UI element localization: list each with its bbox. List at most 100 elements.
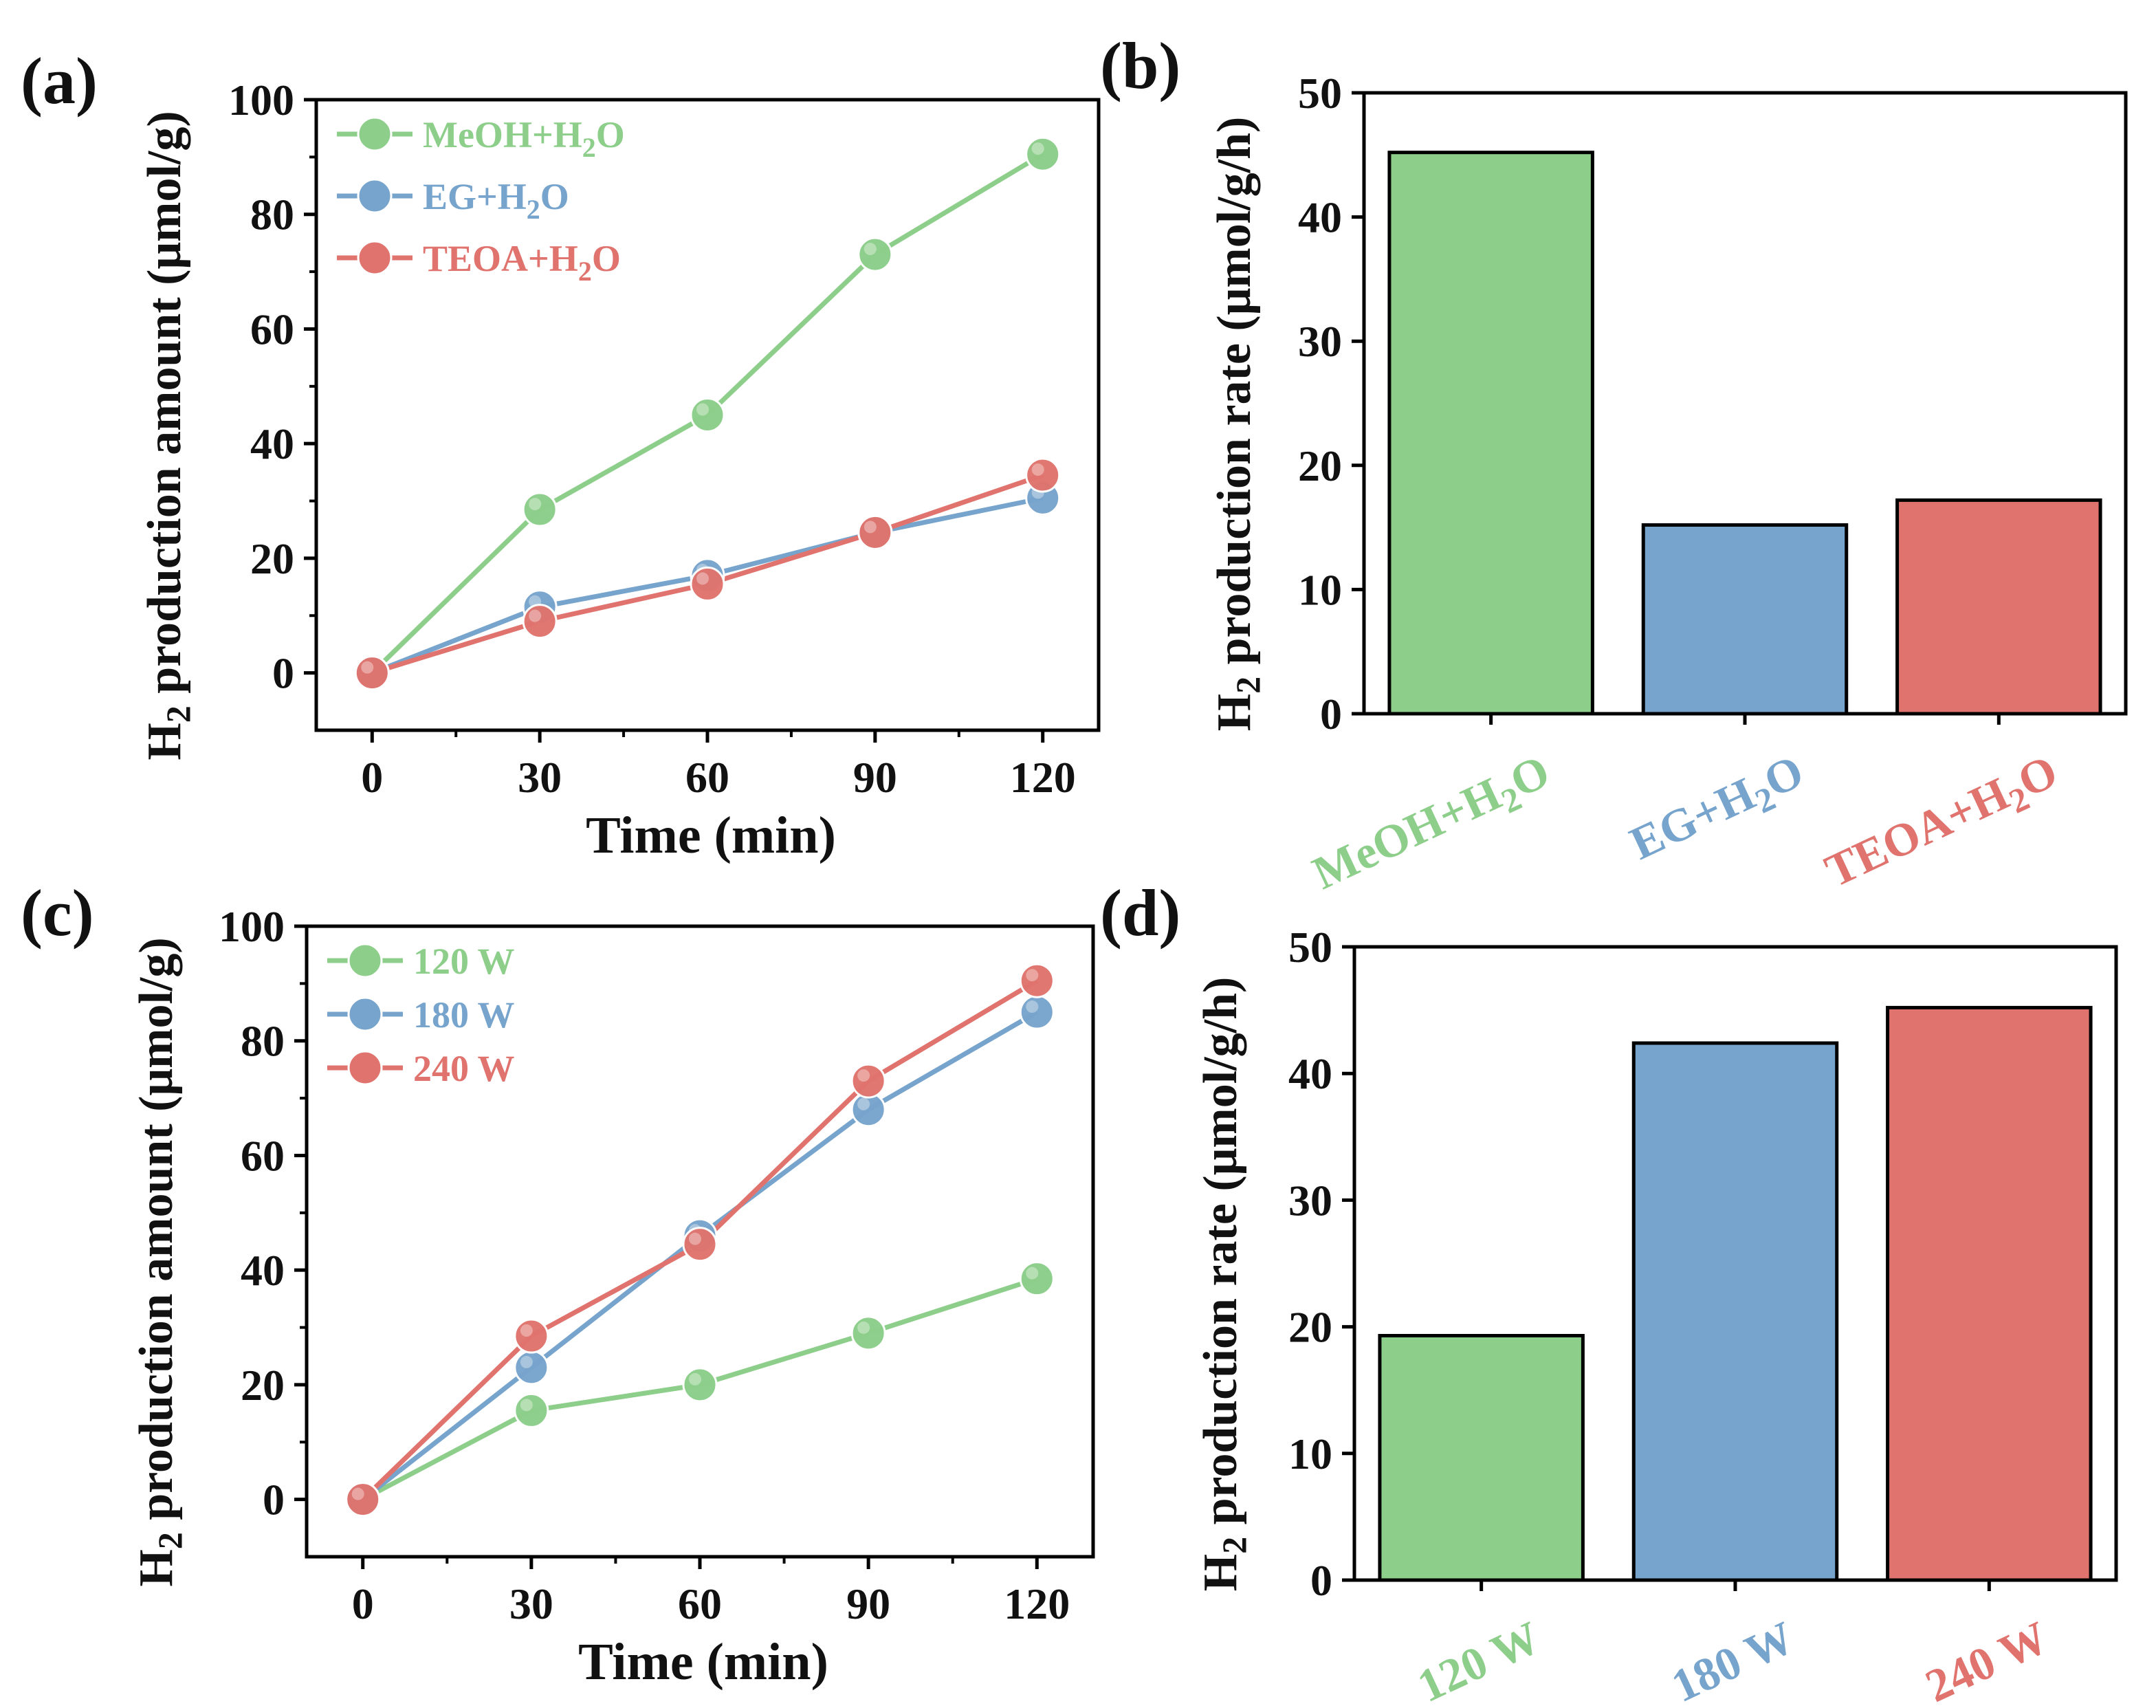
y-tick-label: 40: [241, 1246, 285, 1295]
category-label-main: 240 W: [1917, 1611, 2055, 1708]
category-label: 120 W: [1410, 1611, 1548, 1708]
data-point: [1019, 1261, 1055, 1297]
y-axis-title: H2 production rate (μmol/g/h): [1208, 117, 1267, 732]
data-point: [690, 566, 725, 602]
panel-label-b: (b): [1100, 29, 1180, 102]
legend-label-rest: O: [540, 176, 569, 217]
plot-frame: [1352, 945, 2118, 1582]
data-point-highlight: [696, 572, 709, 585]
data-point: [1019, 963, 1055, 998]
x-tick-label: 30: [509, 1579, 553, 1628]
y-tick-label: 10: [1288, 1430, 1332, 1478]
y-tick-label: 0: [263, 1476, 285, 1524]
y-tick-label: 20: [1288, 1303, 1332, 1352]
y-tick-label: 80: [241, 1017, 285, 1066]
x-tick-label: 90: [853, 753, 897, 802]
x-axis-title: Time (min): [578, 1633, 828, 1691]
data-point-highlight: [689, 1372, 701, 1386]
category-label: 180 W: [1664, 1611, 1801, 1708]
x-tick-label: 0: [352, 1579, 374, 1628]
legend-marker: [347, 996, 383, 1032]
legend-label: EG+H2O: [423, 176, 569, 225]
x-tick-label: 90: [846, 1579, 890, 1628]
data-point-highlight: [520, 1355, 533, 1368]
y-tick-label: 0: [1320, 690, 1342, 738]
data-point-highlight: [1026, 1000, 1039, 1014]
legend-marker: [357, 178, 393, 214]
data-point: [1025, 136, 1061, 172]
y-axis-title-sub: 2: [151, 1532, 189, 1549]
data-point-highlight: [1026, 969, 1039, 982]
data-point-highlight: [857, 1321, 870, 1334]
y-axis-title-main: H: [1208, 694, 1261, 731]
y-axis-title-main: H: [138, 723, 191, 760]
y-axis-title: H2 production amount (μmol/g): [130, 937, 189, 1586]
data-point-highlight: [864, 243, 877, 256]
category-label-main: 180 W: [1664, 1611, 1801, 1708]
data-point-highlight: [529, 609, 542, 622]
plot-frame: [1362, 91, 2128, 716]
y-axis-title-rest: production rate (μmol/g/h): [1208, 117, 1261, 677]
bar: [1641, 523, 1849, 716]
y-tick-label: 20: [250, 534, 294, 583]
x-axis-title: Time (min): [586, 807, 836, 864]
legend-label: MeOH+H2O: [423, 114, 625, 163]
category-label: TEOA+H2O: [1817, 745, 2068, 904]
y-axis-title-main: H: [1194, 1554, 1247, 1591]
y-axis-title: H2 production rate (μmol/g/h): [1194, 977, 1253, 1592]
data-point-highlight: [361, 661, 374, 674]
category-label-main: MeOH+H: [1305, 767, 1509, 899]
legend-label-sub: 2: [527, 194, 540, 225]
y-tick-label: 50: [1288, 923, 1332, 972]
data-point-highlight: [1026, 1267, 1039, 1280]
y-axis-title-sub: 2: [1215, 1537, 1253, 1554]
x-tick-label: 120: [1004, 1579, 1070, 1628]
y-tick-label: 100: [219, 902, 285, 951]
panel-b: (b) 0 10 20 30 40 50 H2 production rate (μmol/g…: [1100, 29, 2128, 906]
legend-label-rest: O: [596, 114, 625, 155]
category-label: MeOH+H2O: [1305, 745, 1560, 906]
y-tick-label: 30: [1298, 317, 1342, 366]
data-point-highlight: [520, 1399, 533, 1412]
legend-label: 240 W: [413, 1048, 515, 1089]
y-axis-title-rest: production amount (μmol/g): [130, 937, 183, 1532]
category-label-main: 120 W: [1410, 1611, 1548, 1708]
legend-marker: [347, 943, 383, 978]
y-axis-title-rest: production rate (μmol/g/h): [1194, 977, 1247, 1537]
legend-label: TEOA+H2O: [423, 238, 621, 287]
legend-label-main: 120 W: [413, 941, 515, 982]
data-point-highlight: [857, 1097, 870, 1110]
y-tick-label: 0: [1310, 1556, 1332, 1605]
data-point-highlight: [1031, 463, 1044, 477]
x-tick-label: 120: [1010, 753, 1076, 802]
data-point: [682, 1367, 718, 1403]
legend-label-main: 240 W: [413, 1048, 515, 1089]
data-point: [514, 1318, 549, 1354]
legend-label-main: MeOH+H: [423, 114, 582, 155]
y-tick-label: 40: [1288, 1049, 1332, 1098]
y-tick-label: 20: [1298, 441, 1342, 490]
plot-frame: [305, 924, 1095, 1559]
category-label-main: EG+H: [1622, 767, 1763, 870]
data-point: [522, 492, 558, 527]
bar: [1631, 1041, 1839, 1582]
y-axis-title-rest: production amount (μmol/g): [138, 111, 191, 705]
data-point: [522, 604, 558, 639]
data-point: [345, 1482, 381, 1518]
y-tick-label: 10: [1298, 565, 1342, 614]
data-point: [690, 397, 725, 433]
data-point-highlight: [351, 1487, 364, 1500]
data-point-highlight: [857, 1069, 870, 1082]
data-point: [514, 1350, 549, 1386]
data-point-highlight: [529, 498, 542, 511]
bar: [1895, 498, 2102, 716]
y-tick-label: 60: [250, 305, 294, 353]
y-axis-title-main: H: [130, 1549, 183, 1586]
legend-marker: [357, 240, 393, 276]
data-point: [857, 237, 893, 272]
data-point: [850, 1063, 886, 1099]
y-tick-label: 20: [241, 1361, 285, 1410]
category-label: 240 W: [1917, 1611, 2055, 1708]
plot-frame: [314, 98, 1101, 732]
panel-label-c: (c): [21, 876, 94, 950]
